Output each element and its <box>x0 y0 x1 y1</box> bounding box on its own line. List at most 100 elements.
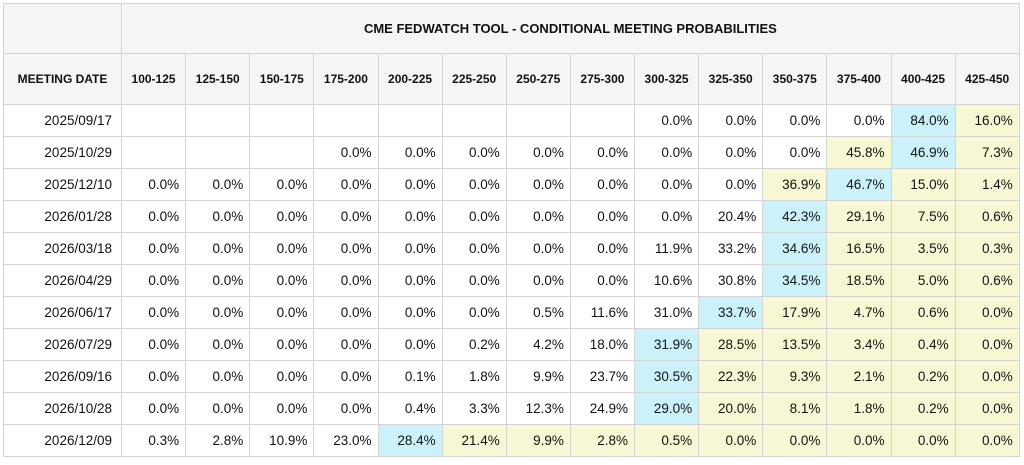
probability-cell: 0.0% <box>249 200 315 233</box>
probability-cell: 0.0% <box>120 360 187 393</box>
meeting-date-cell: 2025/12/10 <box>3 168 122 201</box>
probability-cell: 0.0% <box>249 168 315 201</box>
probability-cell: 0.0% <box>890 424 956 457</box>
probability-cell: 17.9% <box>762 296 828 329</box>
probability-cell: 23.7% <box>569 360 636 393</box>
meeting-date-header: MEETING DATE <box>3 53 122 105</box>
table-title: CME FEDWATCH TOOL - CONDITIONAL MEETING … <box>121 3 1020 54</box>
probability-cell: 16.0% <box>954 104 1020 137</box>
probability-cell: 11.6% <box>569 296 636 329</box>
probability-cell: 0.0% <box>954 424 1020 457</box>
table-row: 2026/03/18 0.0% 0.0% 0.0% 0.0% 0.0% 0.0% 0.0% 0.… <box>3 232 1020 265</box>
probability-cell: 0.0% <box>185 392 251 425</box>
probability-cell: 31.0% <box>633 296 700 329</box>
probability-cell: 0.0% <box>762 136 828 169</box>
probability-cell: 0.0% <box>377 296 443 329</box>
probability-cell: 46.7% <box>826 168 892 201</box>
column-header: 150-175 <box>249 53 315 105</box>
probability-cell: 21.4% <box>441 424 507 457</box>
probability-cell <box>441 104 507 137</box>
meeting-date-cell: 2025/09/17 <box>3 104 122 137</box>
meeting-date-cell: 2026/04/29 <box>3 264 122 297</box>
probability-cell: 0.0% <box>633 136 700 169</box>
probability-cell: 0.0% <box>505 136 571 169</box>
probability-cell <box>185 136 251 169</box>
probability-cell: 46.9% <box>890 136 956 169</box>
probability-cell: 0.5% <box>505 296 571 329</box>
probability-cell: 0.0% <box>313 232 379 265</box>
probability-cell: 9.3% <box>762 360 828 393</box>
probability-cell: 0.0% <box>954 296 1020 329</box>
probability-cell: 0.0% <box>313 328 379 361</box>
probability-cell: 0.0% <box>505 168 571 201</box>
probability-cell: 0.0% <box>505 200 571 233</box>
probability-cell: 29.0% <box>633 392 700 425</box>
table-row: 2026/12/09 0.3% 2.8% 10.9% 23.0% 28.4% 21.4% 9.… <box>3 424 1020 457</box>
probability-cell: 0.0% <box>249 392 315 425</box>
probability-cell: 0.0% <box>120 200 187 233</box>
probability-cell: 0.0% <box>185 328 251 361</box>
probability-cell: 0.0% <box>185 264 251 297</box>
probability-cell: 0.0% <box>441 136 507 169</box>
meeting-date-cell: 2026/12/09 <box>3 424 122 457</box>
probability-cell: 0.0% <box>698 136 764 169</box>
probability-cell <box>249 136 315 169</box>
column-header: 300-325 <box>633 53 700 105</box>
probability-cell: 2.8% <box>569 424 636 457</box>
probability-cell: 7.3% <box>954 136 1020 169</box>
column-header: 125-150 <box>185 53 251 105</box>
probability-cell: 0.0% <box>569 136 636 169</box>
probability-cell: 2.8% <box>185 424 251 457</box>
title-row: CME FEDWATCH TOOL - CONDITIONAL MEETING … <box>3 3 1020 54</box>
probability-cell: 0.0% <box>120 232 187 265</box>
probability-cell: 0.0% <box>313 264 379 297</box>
probability-cell: 0.5% <box>633 424 700 457</box>
probability-cell: 0.6% <box>954 264 1020 297</box>
column-header: 225-250 <box>441 53 507 105</box>
probability-cell: 0.2% <box>441 328 507 361</box>
probability-cell: 31.9% <box>633 328 700 361</box>
meeting-date-cell: 2026/01/28 <box>3 200 122 233</box>
probability-cell: 36.9% <box>762 168 828 201</box>
probability-cell: 0.0% <box>698 424 764 457</box>
header-row: MEETING DATE 100-125 125-150 150-175 175-20… <box>3 53 1020 105</box>
probability-cell: 34.5% <box>762 264 828 297</box>
meeting-date-cell: 2026/03/18 <box>3 232 122 265</box>
probability-cell: 10.9% <box>249 424 315 457</box>
probability-cell: 0.2% <box>890 392 956 425</box>
corner-cell <box>3 3 122 54</box>
column-header: 100-125 <box>120 53 187 105</box>
column-header: 325-350 <box>698 53 764 105</box>
column-header: 200-225 <box>377 53 443 105</box>
probability-cell: 0.0% <box>377 328 443 361</box>
probability-cell: 0.0% <box>569 200 636 233</box>
probability-cell: 0.0% <box>569 264 636 297</box>
column-header: 175-200 <box>313 53 379 105</box>
probability-cell: 20.4% <box>698 200 764 233</box>
probability-cell: 0.0% <box>377 232 443 265</box>
probability-cell: 0.0% <box>313 168 379 201</box>
probability-cell: 13.5% <box>762 328 828 361</box>
probability-cell: 9.9% <box>505 360 571 393</box>
probability-cell: 0.0% <box>377 168 443 201</box>
probability-cell: 0.0% <box>249 360 315 393</box>
probability-cell: 0.0% <box>313 296 379 329</box>
table-row: 2026/04/29 0.0% 0.0% 0.0% 0.0% 0.0% 0.0% 0.0% 0.… <box>3 264 1020 297</box>
probability-cell: 0.3% <box>954 232 1020 265</box>
probability-cell: 0.0% <box>633 104 700 137</box>
probability-cell <box>120 136 187 169</box>
probability-cell: 84.0% <box>890 104 956 137</box>
table-row: 2025/10/29 0.0% 0.0% 0.0% 0.0% 0.0% 0.0% 0.0% 0.… <box>3 136 1020 169</box>
probability-cell: 3.3% <box>441 392 507 425</box>
probability-cell <box>569 104 636 137</box>
probability-cell: 34.6% <box>762 232 828 265</box>
column-header: 350-375 <box>762 53 828 105</box>
probability-cell: 42.3% <box>762 200 828 233</box>
probability-cell: 0.0% <box>120 392 187 425</box>
probability-cell: 0.0% <box>377 136 443 169</box>
probability-cell: 3.5% <box>890 232 956 265</box>
probability-cell: 0.0% <box>633 200 700 233</box>
probability-cell: 0.0% <box>313 392 379 425</box>
column-header: 275-300 <box>569 53 636 105</box>
probability-cell: 0.0% <box>441 200 507 233</box>
